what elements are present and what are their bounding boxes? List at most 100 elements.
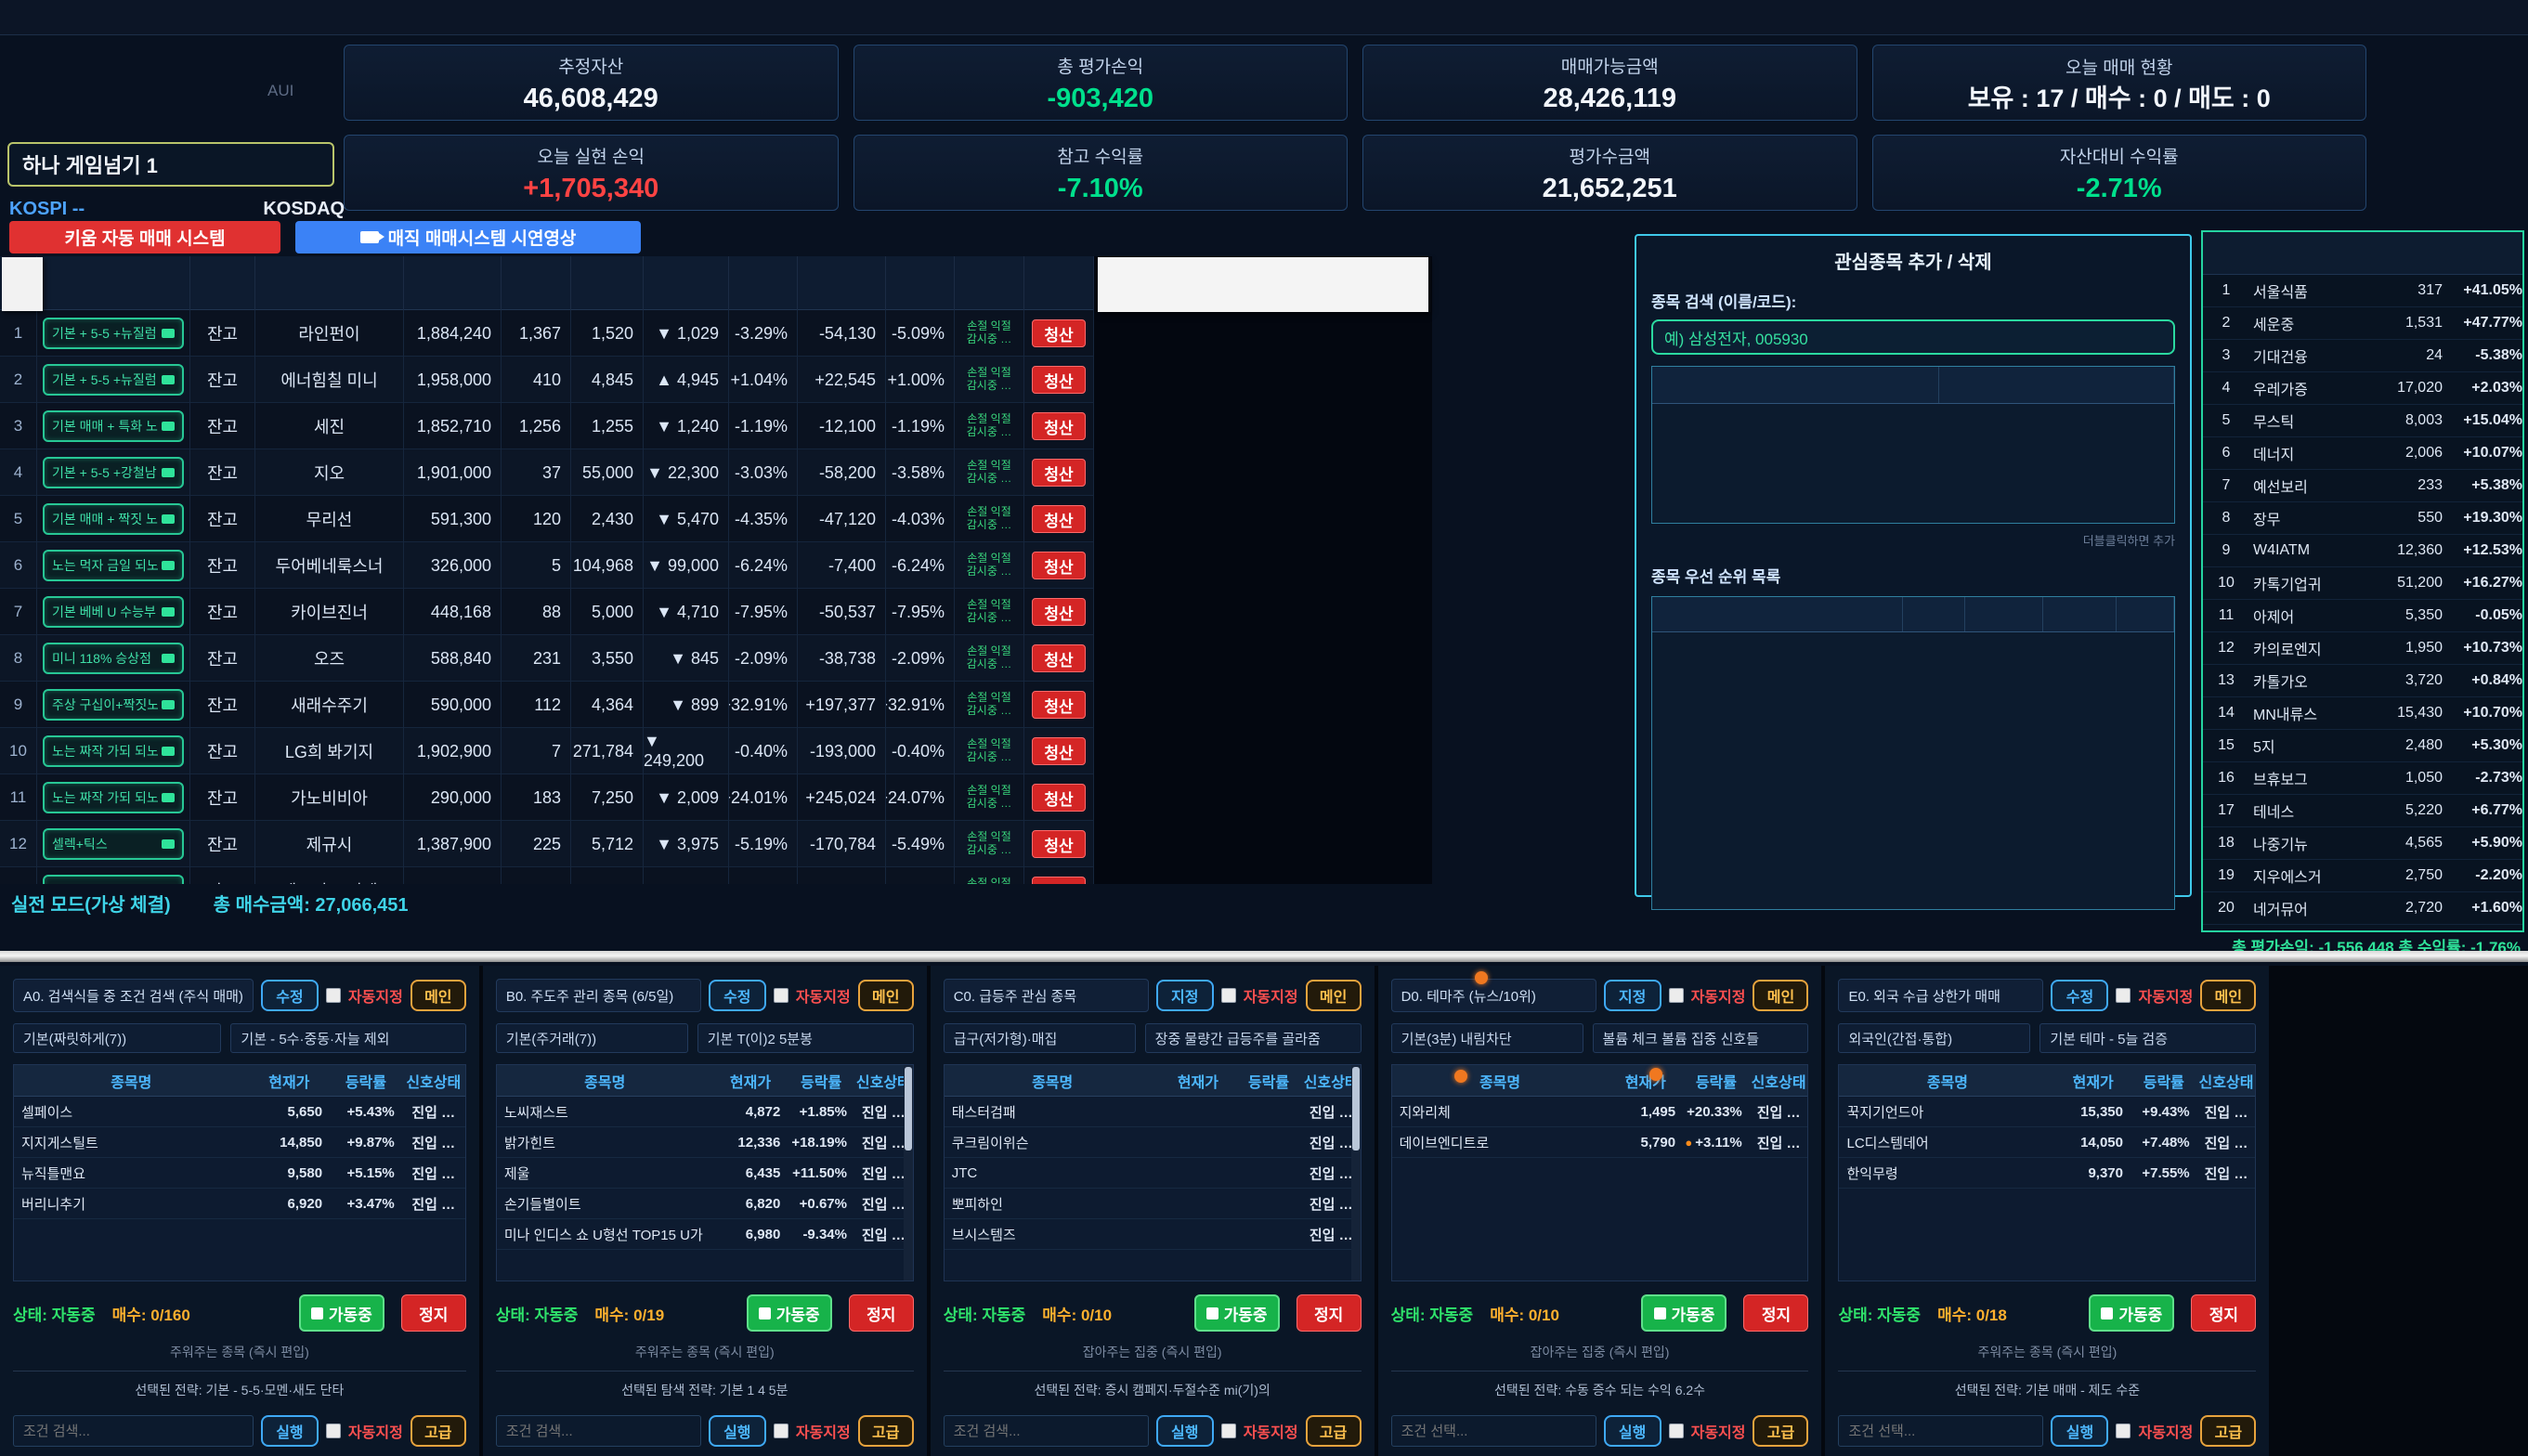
ranking-row[interactable]: 18 나중기뉴 4,565 +5.90% [2203,827,2522,860]
condition-search-input[interactable] [1390,1415,1596,1447]
liquidate-button[interactable]: 청산 [1032,784,1086,812]
scanner-row[interactable]: 지와리체 1,495 +20.33% 진입 … [1391,1097,1808,1127]
scanner-row[interactable]: 제울 6,435 +11.50% 진입 … [496,1158,913,1189]
scanner-row[interactable]: LC디스템데어 14,050 +7.48% 진입 … [1839,1127,2256,1158]
scrollbar[interactable] [1350,1065,1361,1280]
liquidate-button[interactable]: 청산 [1032,644,1086,672]
condition-right[interactable]: 기본 테마 - 5늘 검증 [2039,1023,2257,1053]
advanced-button[interactable]: 고급 [857,1415,914,1447]
account-select[interactable] [7,142,334,187]
condition-right[interactable]: 볼륨 체크 볼륨 집중 신호들 [1592,1023,1809,1053]
position-row[interactable]: 12 셀렉+틱스 잔고 제규시 1,387,900 225 5,712 ▼ 3,… [0,821,1094,867]
liquidate-button[interactable]: 청산 [1032,877,1086,884]
position-row[interactable]: 6 노는 먹자 금일 되노 잔고 두어베네룩스너 326,000 5 104,9… [0,542,1094,589]
position-row[interactable]: 1 기본 + 5-5 +뉴질럼 잔고 라인펀이 1,884,240 1,367 … [0,310,1094,357]
running-button[interactable]: 가동중 [1641,1294,1727,1332]
main-button[interactable]: 메인 [857,980,914,1011]
search-result-table[interactable] [1651,366,2175,524]
condition-right[interactable]: 기본 T(이)2 5분봉 [697,1023,914,1053]
scanner-row[interactable]: 버리니추기 6,920 +3.47% 진입 … [14,1189,465,1219]
stop-button[interactable]: 정지 [400,1294,466,1332]
auto-assign-checkbox[interactable] [1220,988,1236,1003]
position-row[interactable]: 10 노는 짜작 가되 되노 잔고 LG희 봐기지 1,902,900 7 27… [0,728,1094,774]
strategy-dropdown[interactable]: 기본 + 5-5 +뉴질럼 [43,364,184,396]
running-button[interactable]: 가동중 [1193,1294,1280,1332]
scanner-row[interactable]: 태스터검패 진입 … [944,1097,1361,1127]
liquidate-button[interactable]: 청산 [1032,830,1086,858]
position-row[interactable]: 3 기본 매매 + 특화 노 잔고 세진 1,852,710 1,256 1,2… [0,403,1094,449]
scrollbar-thumb[interactable] [904,1067,912,1150]
priority-list-table[interactable] [1651,596,2175,910]
condition-left[interactable]: 기본(짜릿하게(7)) [13,1023,222,1053]
ranking-row[interactable]: 6 데너지 2,006 +10.07% [2203,437,2522,470]
ranking-row[interactable]: 2 세운중 1,531 +47.77% [2203,307,2522,340]
stop-button[interactable]: 정지 [2191,1294,2257,1332]
condition-search-input[interactable] [1838,1415,2044,1447]
scanner-row[interactable]: 밝가힌트 12,336 +18.19% 진입 … [496,1127,913,1158]
execute-button[interactable]: 실행 [260,1415,319,1447]
condition-search-input[interactable] [13,1415,254,1447]
position-row[interactable]: 13 가서면줄 잔고 베프틴 A 니테 498,040 64 7,780 ▼ 6… [0,867,1094,884]
ranking-row[interactable]: 13 카톨가오 3,720 +0.84% [2203,665,2522,697]
scanner-row[interactable]: 셀페이스 5,650 +5.43% 진입 … [14,1097,465,1127]
position-row[interactable]: 5 기본 매매 + 짝짓 노 잔고 무리선 591,300 120 2,430 … [0,496,1094,542]
strategy-dropdown[interactable]: 미니 118% 승상점 [43,643,184,674]
ranking-row[interactable]: 20 네거뮤어 2,720 +1.60% [2203,892,2522,925]
ranking-row[interactable]: 10 카톡기업귀 51,200 +16.27% [2203,567,2522,600]
ranking-row[interactable]: 7 예선보리 233 +5.38% [2203,470,2522,502]
advanced-button[interactable]: 고급 [1305,1415,1362,1447]
liquidate-button[interactable]: 청산 [1032,598,1086,626]
scanner-row[interactable]: 브시스템즈 진입 … [944,1219,1361,1250]
scanner-row[interactable]: 손기들별이트 6,820 +0.67% 진입 … [496,1189,913,1219]
ranking-row[interactable]: 3 기대건융 24 -5.38% [2203,340,2522,372]
advanced-button[interactable]: 고급 [410,1415,466,1447]
auto-assign-checkbox[interactable] [773,988,788,1003]
ranking-row[interactable]: 19 지우에스거 2,750 -2.20% [2203,860,2522,892]
ranking-row[interactable]: 4 우레가증 17,020 +2.03% [2203,372,2522,405]
position-row[interactable]: 2 기본 + 5-5 +뉴질럼 잔고 에너힘칠 미니 1,958,000 410… [0,357,1094,403]
main-button[interactable]: 메인 [2200,980,2257,1011]
auto-assign-checkbox[interactable] [1668,1424,1684,1438]
ranking-row[interactable]: 1 서울식품 317 +41.05% [2203,275,2522,307]
strategy-dropdown[interactable]: 기본 매매 + 짝짓 노 [43,503,184,535]
strategy-dropdown[interactable]: 노는 먹자 금일 되노 [43,550,184,581]
auto-assign-checkbox[interactable] [1668,988,1684,1003]
liquidate-button[interactable]: 청산 [1032,505,1086,533]
scanner-row[interactable]: 노씨재스트 4,872 +1.85% 진입 … [496,1097,913,1127]
advanced-button[interactable]: 고급 [2200,1415,2257,1447]
scanner-row[interactable]: 미나 인디스 쇼 U형선 TOP15 U가 6,980 -9.34% 진입 … [496,1219,913,1250]
strategy-dropdown[interactable]: 셀렉+틱스 [43,828,184,860]
scanner-row[interactable]: 데이브엔디트로 5,790 ● +3.11% 진입 … [1391,1127,1808,1158]
scanner-row[interactable]: 꾹지기언드아 15,350 +9.43% 진입 … [1839,1097,2256,1127]
condition-left[interactable]: 급구(저가형)·매집 [943,1023,1136,1053]
scanner-row[interactable]: 한익무령 9,370 +7.55% 진입 … [1839,1158,2256,1189]
liquidate-button[interactable]: 청산 [1032,412,1086,440]
running-button[interactable]: 가동중 [2089,1294,2175,1332]
position-row[interactable]: 9 주상 구십이+짝짓노 잔고 새래수주기 590,000 112 4,364 … [0,682,1094,728]
auto-assign-checkbox[interactable] [2116,1424,2131,1438]
strategy-dropdown[interactable]: 주상 구십이+짝짓노 [43,689,184,721]
edit-button[interactable]: 수정 [2051,980,2109,1011]
liquidate-button[interactable]: 청산 [1032,552,1086,579]
demo-video-button[interactable]: 매직 매매시스템 시연영상 [295,221,641,254]
scanner-row[interactable]: 뽀피하인 진입 … [944,1189,1361,1219]
ranking-row[interactable]: 12 카의로엔지 1,950 +10.73% [2203,632,2522,665]
execute-button[interactable]: 실행 [708,1415,766,1447]
condition-search-input[interactable] [495,1415,701,1447]
auto-assign-checkbox[interactable] [1220,1424,1236,1438]
condition-left[interactable]: 기본(3분) 내림차단 [1390,1023,1583,1053]
execute-button[interactable]: 실행 [2051,1415,2109,1447]
main-button[interactable]: 메인 [410,980,466,1011]
advanced-button[interactable]: 고급 [1753,1415,1809,1447]
stock-search-input[interactable] [1651,319,2175,355]
liquidate-button[interactable]: 청산 [1032,691,1086,719]
scanner-row[interactable]: 뉴직틀맨요 9,580 +5.15% 진입 … [14,1158,465,1189]
running-button[interactable]: 가동중 [298,1294,384,1332]
scanner-row[interactable]: 지지게스틸트 14,850 +9.87% 진입 … [14,1127,465,1158]
scanner-row[interactable]: JTC 진입 … [944,1158,1361,1189]
ranking-row[interactable]: 8 장무 550 +19.30% [2203,502,2522,535]
liquidate-button[interactable]: 청산 [1032,366,1086,394]
ranking-row[interactable]: 11 아제어 5,350 -0.05% [2203,600,2522,632]
main-button[interactable]: 메인 [1753,980,1809,1011]
strategy-dropdown[interactable]: 기본 베베 U 수능부 [43,596,184,628]
